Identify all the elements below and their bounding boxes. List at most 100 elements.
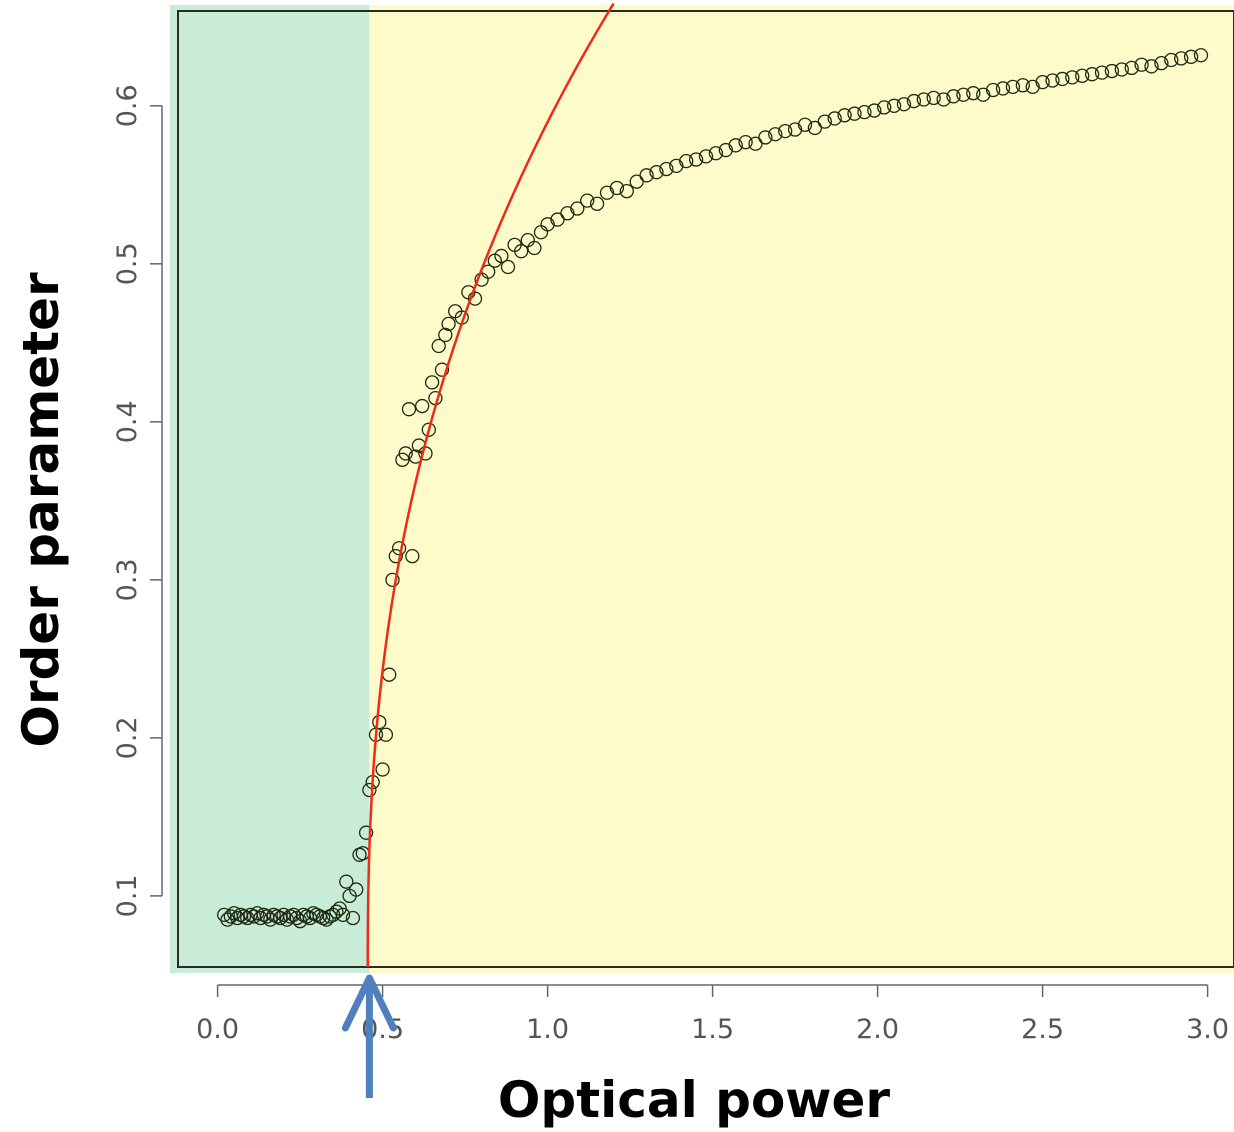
y-tick-label: 0.5 <box>112 242 143 285</box>
data-point <box>345 910 361 926</box>
data-point <box>738 135 753 150</box>
data-point <box>1183 49 1199 64</box>
x-tick-label: 1.5 <box>691 1014 734 1045</box>
data-point <box>514 244 529 259</box>
data-point <box>434 362 450 377</box>
data-point <box>560 206 575 221</box>
background-regions <box>170 5 1234 973</box>
data-point <box>679 153 694 169</box>
data-point <box>398 446 413 461</box>
data-point <box>847 106 862 121</box>
data-point <box>1045 73 1060 88</box>
data-point <box>339 874 354 889</box>
data-point <box>639 168 654 183</box>
data-point <box>527 240 542 256</box>
data-point <box>708 146 724 161</box>
data-point <box>1134 57 1149 72</box>
data-point <box>768 127 783 142</box>
data-point <box>1075 68 1090 83</box>
data-point <box>273 910 288 926</box>
data-point <box>441 316 456 332</box>
data-point <box>1015 78 1030 93</box>
data-point <box>1025 79 1040 94</box>
data-point <box>1104 63 1120 79</box>
data-point <box>467 291 483 306</box>
data-point <box>1193 48 1209 63</box>
data-point <box>877 100 892 115</box>
data-point <box>589 196 605 211</box>
data-point <box>778 123 793 139</box>
region-below-threshold <box>170 5 370 973</box>
data-point <box>688 152 704 167</box>
data-point <box>896 97 912 112</box>
data-point <box>226 906 242 921</box>
data-point <box>253 910 268 926</box>
data-point <box>550 212 565 227</box>
data-point <box>1055 71 1070 87</box>
data-point <box>421 422 436 437</box>
data-point <box>857 104 872 120</box>
data-point <box>758 130 773 145</box>
data-point <box>1035 74 1050 90</box>
data-point <box>956 87 971 102</box>
data-point <box>659 161 674 177</box>
data-point <box>570 201 585 216</box>
data-point <box>375 762 390 777</box>
data-point <box>424 375 440 390</box>
data-point <box>438 327 453 343</box>
data-point <box>1114 62 1129 77</box>
data-point <box>1094 65 1110 80</box>
data-point <box>349 882 364 897</box>
data-point <box>1065 70 1080 85</box>
data-point <box>629 174 644 189</box>
data-point <box>276 907 291 923</box>
arrow-head <box>341 974 397 1032</box>
data-point <box>867 103 882 118</box>
data-point <box>886 98 902 113</box>
data-point <box>362 782 377 798</box>
data-point <box>217 907 232 923</box>
data-point <box>1124 60 1139 76</box>
data-point <box>431 338 446 354</box>
data-point <box>1154 55 1169 71</box>
data-point <box>669 158 684 174</box>
data-point <box>494 248 509 264</box>
y-tick-label: 0.3 <box>112 558 143 601</box>
data-point <box>1174 51 1189 66</box>
y-axis: 0.1 0.2 0.3 0.4 0.5 0.6 <box>112 84 163 917</box>
data-point <box>728 138 743 153</box>
x-tick-label: 2.5 <box>1021 1014 1064 1045</box>
data-point <box>797 117 813 132</box>
data-point <box>906 93 922 109</box>
data-point <box>358 825 374 840</box>
data-point <box>372 714 387 730</box>
x-tick-label: 3.0 <box>1186 1014 1229 1045</box>
data-point <box>619 183 634 199</box>
data-point <box>540 217 555 232</box>
data-point <box>817 114 832 129</box>
data-point <box>916 92 931 107</box>
data-point <box>329 904 344 919</box>
data-point <box>580 193 595 208</box>
data-point <box>388 549 403 564</box>
data-point <box>599 185 615 200</box>
data-point <box>807 120 823 136</box>
data-point <box>1144 59 1159 74</box>
data-point <box>230 910 245 926</box>
data-point <box>335 907 351 923</box>
data-point <box>995 81 1011 96</box>
y-tick-label: 0.2 <box>112 716 143 759</box>
fit-curve <box>366 2 615 967</box>
data-point <box>1164 52 1179 68</box>
plot-frame <box>177 10 1234 968</box>
data-point <box>787 122 803 137</box>
y-axis-title: Order parameter <box>12 272 70 748</box>
data-point <box>378 727 394 742</box>
data-point <box>649 165 664 180</box>
threshold-arrow <box>341 974 397 1098</box>
data-point <box>250 906 265 921</box>
data-point <box>405 549 420 564</box>
data-point <box>609 180 625 196</box>
data-point <box>837 108 852 123</box>
